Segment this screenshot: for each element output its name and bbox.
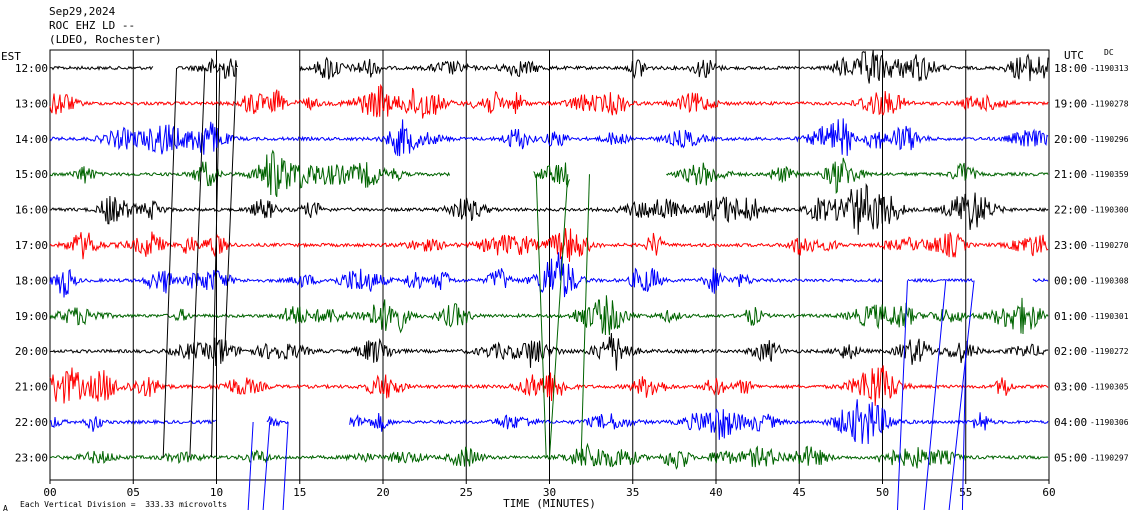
glitch-spike [262, 421, 271, 511]
glitch-spike [580, 174, 590, 458]
glitch-spike [896, 280, 908, 511]
x-tick-label: 15 [293, 486, 306, 499]
row-dc-offset: -1190296 [1090, 135, 1129, 144]
trace-1900 [49, 295, 1049, 336]
header-station: ROC EHZ LD -- [49, 19, 136, 32]
glitch-spike [549, 174, 569, 458]
row-time-label-right: 22:00 [1054, 204, 1087, 217]
row-time-label-left: 12:00 [15, 62, 48, 75]
row-time-label-left: 14:00 [15, 133, 48, 146]
row-time-label-right: 18:00 [1054, 62, 1087, 75]
scale-note: Each Vertical Division = 333.33 microvol… [20, 500, 228, 509]
row-time-label-right: 19:00 [1054, 97, 1087, 110]
row-dc-offset: -1190301 [1090, 312, 1129, 321]
glitch-spike [162, 67, 178, 458]
x-tick-label: 45 [793, 486, 806, 499]
glitch-spike [923, 280, 947, 511]
row-time-label-left: 19:00 [15, 310, 48, 323]
row-dc-offset: -1190306 [1090, 418, 1129, 427]
glitch-spike [247, 421, 254, 511]
x-tick-label: 05 [127, 486, 140, 499]
x-tick-label: 10 [210, 486, 223, 499]
row-time-label-right: 23:00 [1054, 239, 1087, 252]
row-time-label-left: 21:00 [15, 381, 48, 394]
row-dc-offset: -1190313 [1090, 64, 1129, 73]
glitch-spike [535, 174, 547, 458]
row-dc-offset: -1190305 [1090, 383, 1129, 392]
row-dc-offset: -1190297 [1090, 453, 1129, 462]
row-time-label-right: 05:00 [1054, 451, 1087, 464]
trace-1300 [49, 83, 1049, 119]
glitch-spike [189, 67, 206, 458]
trace-1200 [49, 49, 1049, 84]
row-time-label-right: 20:00 [1054, 133, 1087, 146]
row-time-label-right: 21:00 [1054, 168, 1087, 181]
x-tick-label: 50 [876, 486, 889, 499]
header-network: (LDEO, Rochester) [49, 33, 162, 46]
glitch-spike [211, 67, 221, 458]
row-time-label-left: 15:00 [15, 168, 48, 181]
x-tick-label: 60 [1042, 486, 1055, 499]
x-tick-label: 40 [709, 486, 722, 499]
header-date: Sep29,2024 [49, 5, 116, 18]
x-tick-label: 20 [376, 486, 389, 499]
row-time-label-left: 17:00 [15, 239, 48, 252]
row-time-label-left: 16:00 [15, 204, 48, 217]
row-dc-offset: -1190308 [1090, 276, 1129, 285]
x-tick-label: 30 [543, 486, 556, 499]
row-dc-offset: -1190272 [1090, 347, 1129, 356]
left-timezone-label: EST [1, 50, 21, 63]
trace-1400 [49, 118, 1049, 157]
row-time-label-right: 02:00 [1054, 345, 1087, 358]
row-time-label-right: 00:00 [1054, 274, 1087, 287]
glitch-spike [282, 421, 289, 511]
x-axis-label: TIME (MINUTES) [503, 497, 596, 510]
trace-2000 [49, 332, 1049, 371]
glitch-spike [948, 280, 975, 511]
dc-label: DC [1104, 48, 1114, 57]
row-time-label-left: 20:00 [15, 345, 48, 358]
x-tick-label: 00 [43, 486, 56, 499]
row-time-label-right: 03:00 [1054, 381, 1087, 394]
trace-1500 [49, 149, 1049, 197]
row-time-label-left: 13:00 [15, 97, 48, 110]
row-time-label-left: 18:00 [15, 274, 48, 287]
row-time-label-left: 23:00 [15, 451, 48, 464]
trace-2200 [49, 399, 1049, 445]
row-time-label-left: 22:00 [15, 416, 48, 429]
row-time-label-right: 04:00 [1054, 416, 1087, 429]
row-dc-offset: -1190359 [1090, 170, 1129, 179]
trace-2300 [49, 442, 1049, 470]
row-time-label-right: 01:00 [1054, 310, 1087, 323]
row-dc-offset: -1190278 [1090, 99, 1129, 108]
corner-mark: A [3, 504, 8, 513]
x-tick-label: 25 [460, 486, 473, 499]
trace-1800 [49, 252, 1049, 298]
right-timezone-label: UTC [1064, 49, 1084, 62]
x-tick-label: 35 [626, 486, 639, 499]
glitch-spike [224, 67, 237, 352]
row-dc-offset: -1190300 [1090, 206, 1129, 215]
glitch-spike [961, 351, 967, 511]
x-tick-label: 55 [959, 486, 972, 499]
row-dc-offset: -1190270 [1090, 241, 1129, 250]
trace-2100 [49, 365, 1049, 406]
